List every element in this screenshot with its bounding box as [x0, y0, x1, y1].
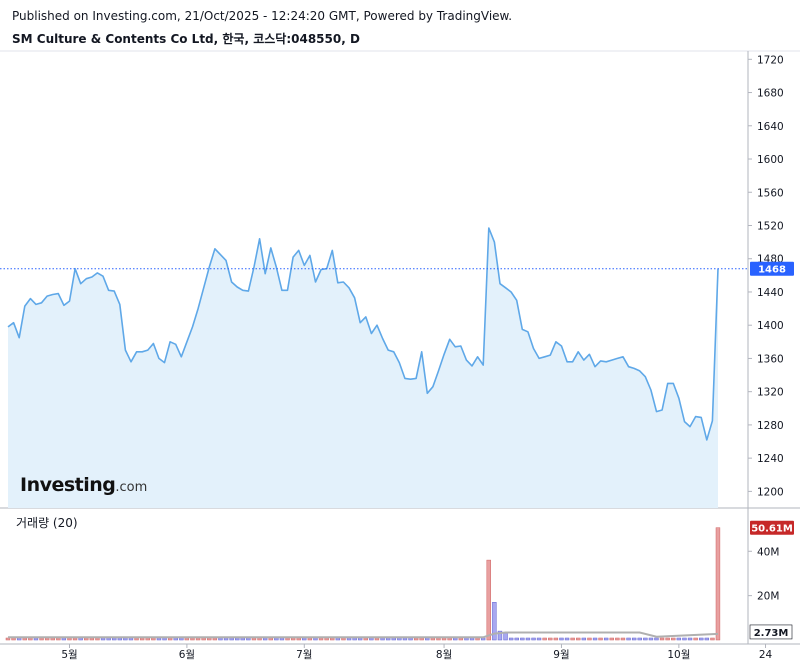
volume-bar [508, 637, 514, 641]
volume-bar [503, 633, 508, 641]
volume-bar [654, 637, 659, 641]
price-area [0, 227, 748, 508]
price-line [7, 227, 719, 441]
price-tick-label: 1400 [757, 320, 784, 332]
last-price-badge-bg [750, 261, 794, 276]
volume-bar [715, 527, 721, 641]
volume-bar [665, 637, 670, 641]
volume-bar [564, 637, 570, 641]
price-tick-label: 1360 [757, 353, 784, 365]
volume-bar [559, 637, 564, 641]
volume-bar [609, 637, 614, 641]
volume-bar [486, 559, 491, 641]
price-tick-label: 1280 [757, 420, 784, 432]
symbol-title: SM Culture & Contents Co Ltd, 한국, 코스닥:04… [12, 32, 360, 46]
volume-bar [710, 637, 715, 641]
volume-bar [659, 637, 665, 641]
price-tick-label: 1640 [757, 121, 784, 133]
volume-bar [598, 637, 603, 641]
time-tick-label: 10월 [667, 649, 690, 661]
volume-bar [615, 637, 620, 641]
price-tick-label: 1720 [757, 54, 784, 66]
time-tick-label: 6월 [179, 649, 195, 661]
volume-bar [553, 637, 559, 641]
time-tick-label: 7월 [296, 649, 312, 661]
volume-bar [536, 637, 542, 641]
price-tick-label: 1320 [757, 387, 784, 399]
price-tick-label: 1240 [757, 453, 784, 465]
volume-axis: 20M 40M [748, 546, 779, 603]
price-tick-label: 1560 [757, 187, 784, 199]
price-fill [8, 228, 718, 508]
volume-bar [520, 637, 525, 641]
volume-ma-badge-bg [749, 624, 793, 640]
volume-bar [542, 637, 547, 641]
last-price-badge: 1468 [758, 265, 786, 276]
price-tick-label: 1600 [757, 154, 784, 166]
price-tick-label: 1520 [757, 220, 784, 232]
volume-bar [603, 637, 609, 641]
volume-bar [676, 637, 682, 641]
volume-bar [648, 637, 654, 641]
volume-bar [631, 637, 637, 641]
volume-bar [643, 637, 648, 641]
time-axis: 5월 6월 7월 8월 9월 10월 24 [61, 644, 773, 661]
price-tick-label: 1440 [757, 287, 784, 299]
volume-last-badge: 50.61M [751, 524, 793, 535]
volume-bar [548, 637, 553, 641]
volume-bar [693, 637, 698, 641]
volume-bar [587, 637, 592, 641]
volume-bar [531, 637, 536, 641]
investing-logo: Investing.com [20, 474, 148, 496]
price-tick-label: 1680 [757, 88, 784, 100]
volume-tick-label: 40M [757, 546, 779, 558]
time-tick-label: 24 [759, 649, 773, 661]
volume-label: 거래량 (20) [16, 516, 78, 530]
volume-bar [570, 637, 575, 641]
volume-bar [576, 637, 581, 641]
volume-bar [626, 637, 631, 641]
volume-bar [682, 637, 687, 641]
volume-last-badge-bg [750, 520, 794, 535]
volume-bars [5, 527, 721, 641]
price-tick-label: 1200 [757, 486, 784, 498]
volume-bar [592, 637, 598, 641]
published-caption: Published on Investing.com, 21/Oct/2025 … [12, 9, 513, 23]
time-tick-label: 8월 [436, 649, 452, 661]
volume-bar [5, 637, 11, 641]
volume-bar [704, 637, 710, 641]
price-axis: 1200124012801320136014001440148015201560… [748, 54, 784, 498]
volume-bar [525, 637, 531, 641]
volume-bar [671, 637, 676, 641]
volume-ma-line [8, 631, 719, 639]
volume-tick-label: 20M [757, 591, 779, 603]
volume-ma-badge: 2.73M [754, 628, 789, 639]
volume-bar [637, 637, 642, 641]
volume-bar [687, 637, 693, 641]
axis-badges: 1468 50.61M 2.73M [749, 261, 794, 640]
volume-bar [492, 602, 497, 641]
volume-bar [620, 637, 626, 641]
volume-bar [699, 637, 704, 641]
volume-bar [497, 630, 503, 641]
volume-bar [581, 637, 587, 641]
volume-bar [514, 637, 519, 641]
time-tick-label: 5월 [61, 649, 77, 661]
time-tick-label: 9월 [553, 649, 569, 661]
